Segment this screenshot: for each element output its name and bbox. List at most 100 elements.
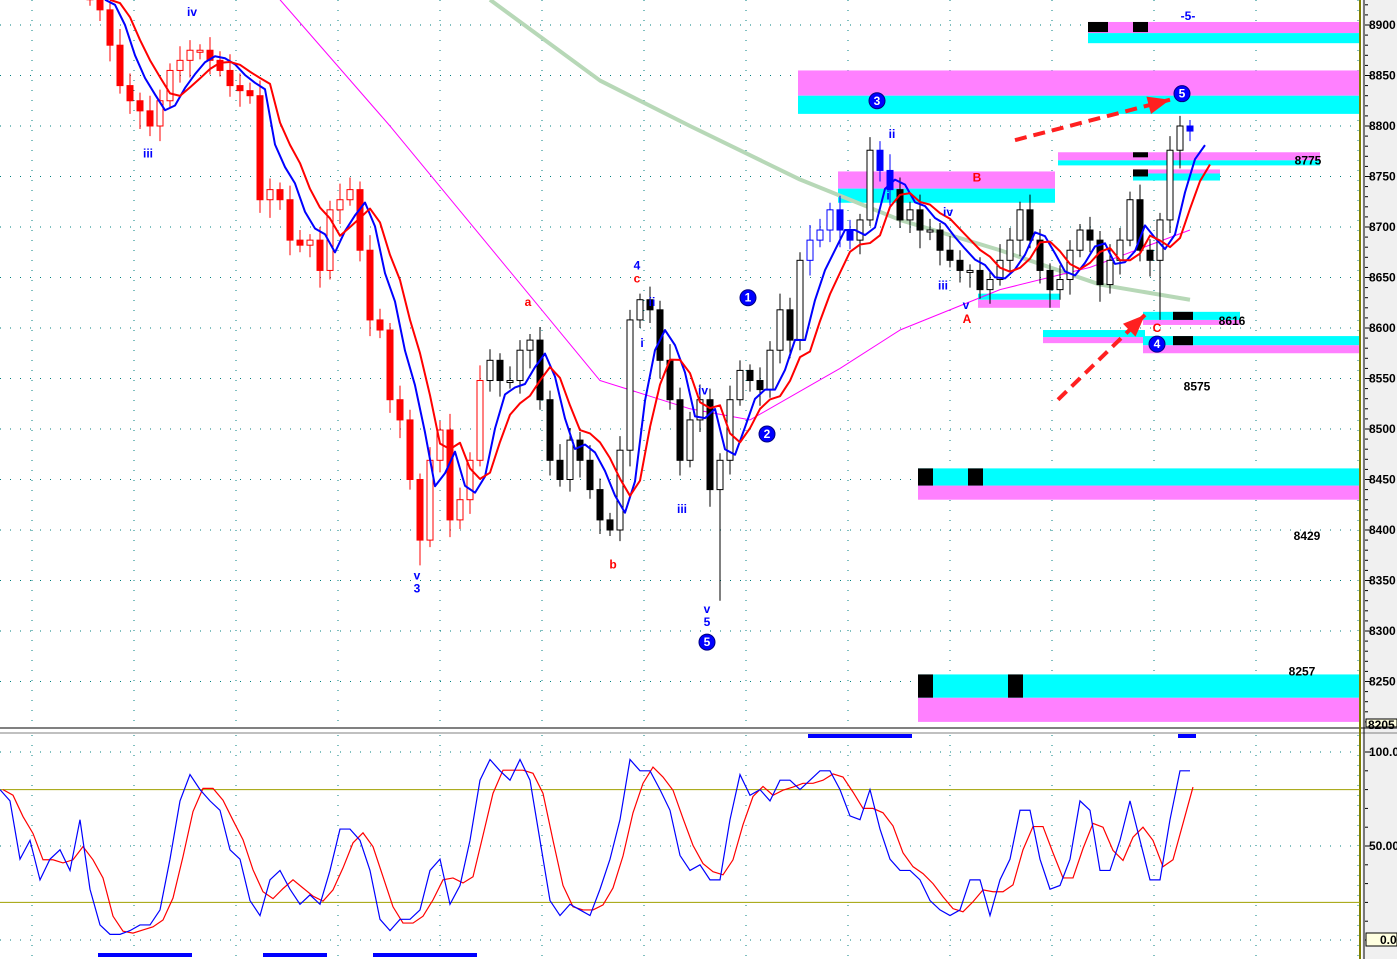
zone-pink-band [798,70,1360,96]
circled-wave-label: 3 [868,92,886,110]
price-tick-label: 8350 [1369,574,1396,588]
wave-label: v [963,298,970,312]
candle-body [1146,249,1154,261]
candle [136,92,144,130]
candle [1026,194,1034,249]
price-tick-label: 8550 [1369,372,1396,386]
price-tick-label: 8450 [1369,473,1396,487]
candle [146,95,154,137]
wave-number: 4 [1154,337,1161,351]
wave-label: b [609,557,616,571]
wave-label: ii [889,127,896,141]
candle [496,353,504,397]
price-zone [978,293,1060,308]
candle-body [256,95,264,201]
candle-body [626,319,634,451]
candle-body [776,309,784,351]
oscillator-tick-label: 50.00 [1369,839,1397,853]
wave-label: i [886,189,889,203]
candle-body [816,229,824,241]
wave-label: iv [698,384,708,398]
candle-body [936,229,944,251]
zone-cyan-band [798,95,1360,114]
wave-label: iii [143,146,153,160]
price-tick-label: 8250 [1369,675,1396,689]
candle [86,0,94,6]
candle [286,185,294,256]
candle-body [616,449,624,531]
candle-body [376,319,384,331]
candle-body [506,380,514,384]
price-tick-label: 8900 [1369,18,1396,32]
zone-block [918,674,933,698]
candle-body [306,239,314,246]
level-label: 8775 [1295,153,1322,167]
candle [176,46,184,83]
wave-circle [868,92,886,110]
candle-body [786,309,794,341]
candle-body [1036,239,1044,271]
candle [416,473,424,566]
price-tick-label: 8850 [1369,69,1396,83]
zone-block [1088,21,1108,33]
candle-body [836,209,844,231]
candle-body [756,380,764,391]
zone-pink-band [1043,337,1145,344]
candle [96,0,104,21]
candle [506,366,514,389]
candle [816,218,824,248]
candle-body [486,359,494,382]
candle-body [466,459,474,501]
candle-body [146,110,154,127]
wave-label: 4 [634,258,641,272]
candle-body [866,149,874,221]
candle [1056,265,1064,300]
candle-body [1056,279,1064,291]
price-tick-label: 8300 [1369,624,1396,638]
signal-bar [98,953,192,957]
candle [926,218,934,241]
zone-block [918,468,933,486]
candle-body [876,149,884,171]
price-tick-label: 8750 [1369,170,1396,184]
price-zone [918,468,1360,500]
candle [756,367,764,406]
wave-label: v [414,568,421,582]
signal-bar [808,734,912,738]
wave-label: v [704,602,711,616]
candle [1076,223,1084,258]
candle-body [566,439,574,480]
candle-body [516,349,524,382]
candle [936,222,944,266]
candle [376,308,384,339]
candle [266,178,274,218]
level-label: 8575 [1184,380,1211,394]
candle-body [796,259,804,341]
candle-body [766,349,774,391]
candle [306,234,314,258]
zone-block [1133,169,1148,177]
zone-pink-band [1133,169,1220,174]
candle [1186,119,1194,142]
candle [116,29,124,94]
candle [1126,191,1134,247]
zone-cyan-band [918,468,1360,486]
candle-body [116,44,124,87]
wave-circle [739,289,757,307]
candle [446,413,454,538]
candle-body [176,59,184,71]
candle [326,200,334,280]
candle [546,390,554,476]
dashed-arrow [1056,313,1147,402]
candle-body [476,380,484,461]
candle-body [286,199,294,241]
candle-body [1166,149,1174,221]
candle [616,436,624,542]
candle-body [546,399,554,461]
candle-body [636,299,644,321]
candle [316,227,324,288]
price-zone [1143,336,1360,354]
candle [526,334,534,369]
price-tick-label: 8800 [1369,119,1396,133]
candle [596,478,604,535]
